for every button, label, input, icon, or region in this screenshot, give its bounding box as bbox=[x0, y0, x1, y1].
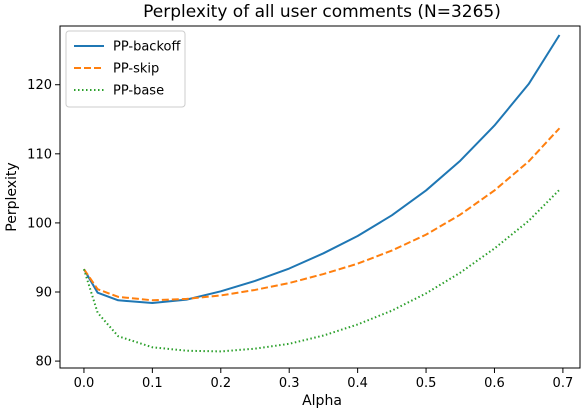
series-layer bbox=[82, 34, 561, 353]
y-tick-label: 100 bbox=[27, 216, 52, 231]
x-axis-label: Alpha bbox=[302, 393, 342, 409]
x-tick-label: 0.5 bbox=[416, 376, 437, 391]
series-line-pp-backoff bbox=[83, 34, 561, 305]
series-line-pp-base bbox=[82, 189, 561, 353]
legend-label: PP-base bbox=[113, 84, 164, 99]
x-tick-label: 0.0 bbox=[74, 376, 95, 391]
y-tick-label: 120 bbox=[27, 78, 52, 93]
series-line-pp-skip bbox=[83, 127, 561, 302]
y-tick-label: 80 bbox=[35, 355, 52, 370]
x-axis: 0.0 0.1 0.2 0.3 0.4 0.5 0.6 0.7 bbox=[74, 368, 574, 391]
x-tick-label: 0.1 bbox=[142, 376, 163, 391]
y-tick-label: 90 bbox=[35, 286, 52, 301]
y-axis: 80 90 100 110 120 bbox=[27, 78, 60, 370]
legend: PP-backoff PP-skip PP-base bbox=[65, 30, 186, 108]
y-tick-label: 110 bbox=[27, 147, 52, 162]
x-tick-label: 0.4 bbox=[347, 376, 368, 391]
plot-area bbox=[59, 25, 581, 369]
axes-frame bbox=[59, 25, 581, 369]
chart-title: Perplexity of all user comments (N=3265) bbox=[143, 2, 501, 22]
x-tick-label: 0.6 bbox=[484, 376, 505, 391]
legend-box bbox=[65, 30, 186, 108]
x-tick-label: 0.7 bbox=[553, 376, 574, 391]
x-tick-label: 0.3 bbox=[279, 376, 300, 391]
legend-label: PP-backoff bbox=[113, 40, 181, 55]
y-axis-label: Perplexity bbox=[4, 162, 20, 231]
legend-label: PP-skip bbox=[113, 62, 159, 77]
x-tick-label: 0.2 bbox=[210, 376, 231, 391]
